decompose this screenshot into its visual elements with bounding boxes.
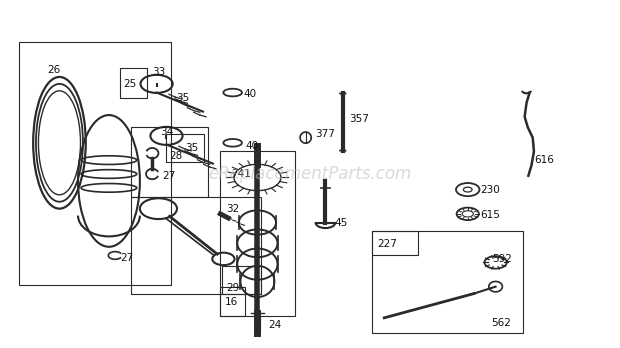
Text: 32: 32 bbox=[226, 204, 240, 214]
Text: 616: 616 bbox=[534, 155, 554, 165]
Text: 29: 29 bbox=[226, 283, 240, 293]
Text: 34: 34 bbox=[161, 127, 174, 137]
Text: 40: 40 bbox=[245, 141, 258, 151]
Text: 24: 24 bbox=[268, 321, 281, 331]
Text: 230: 230 bbox=[480, 184, 500, 195]
Text: 45: 45 bbox=[335, 218, 348, 228]
Text: 377: 377 bbox=[315, 129, 335, 139]
Text: eReplacementParts.com: eReplacementParts.com bbox=[208, 165, 412, 183]
Text: 25: 25 bbox=[123, 79, 136, 89]
Text: 35: 35 bbox=[185, 143, 198, 153]
Text: 33: 33 bbox=[153, 68, 166, 78]
Text: 562: 562 bbox=[491, 318, 511, 328]
Text: 40: 40 bbox=[243, 89, 256, 99]
Text: 592: 592 bbox=[492, 254, 512, 264]
Text: 35: 35 bbox=[176, 93, 190, 103]
Text: 227: 227 bbox=[378, 239, 397, 249]
Text: 27: 27 bbox=[162, 171, 175, 181]
Text: 26: 26 bbox=[47, 65, 60, 75]
Text: 27: 27 bbox=[120, 253, 133, 263]
Text: 16: 16 bbox=[225, 297, 239, 307]
Text: 28: 28 bbox=[169, 151, 182, 161]
Text: 357: 357 bbox=[349, 113, 369, 124]
Text: 741: 741 bbox=[231, 169, 251, 179]
Text: 615: 615 bbox=[480, 210, 500, 220]
